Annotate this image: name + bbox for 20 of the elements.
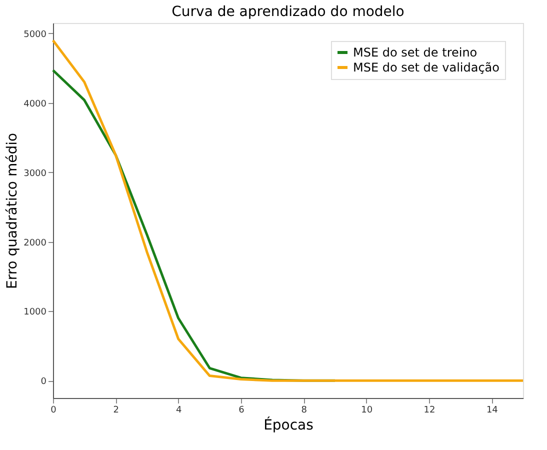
y-tick-label: 1000 (24, 308, 47, 318)
x-tick-label: 2 (113, 406, 120, 416)
x-tick-label: 10 (361, 406, 373, 416)
chart-title: Curva de aprendizado do modelo (172, 4, 404, 20)
y-tick-label: 0 (40, 377, 47, 388)
x-tick-label: 8 (301, 406, 308, 416)
legend-label: MSE do set de treino (353, 46, 478, 60)
x-axis-title: Épocas (264, 416, 314, 434)
x-tick-label: 0 (50, 406, 57, 416)
x-tick-label: 4 (176, 406, 182, 416)
y-tick-label: 5000 (24, 30, 47, 40)
x-tick-label: 12 (424, 406, 436, 416)
y-tick-label: 4000 (24, 99, 47, 110)
x-tick-label: 6 (238, 406, 245, 416)
legend-label: MSE do set de validação (353, 60, 500, 74)
x-tick-label: 14 (486, 406, 498, 416)
y-axis-title: Erro quadrático médio (4, 132, 21, 290)
line-series (52, 39, 524, 382)
y-tick-label: 2000 (24, 238, 47, 248)
y-tick-label: 3000 (24, 168, 47, 179)
